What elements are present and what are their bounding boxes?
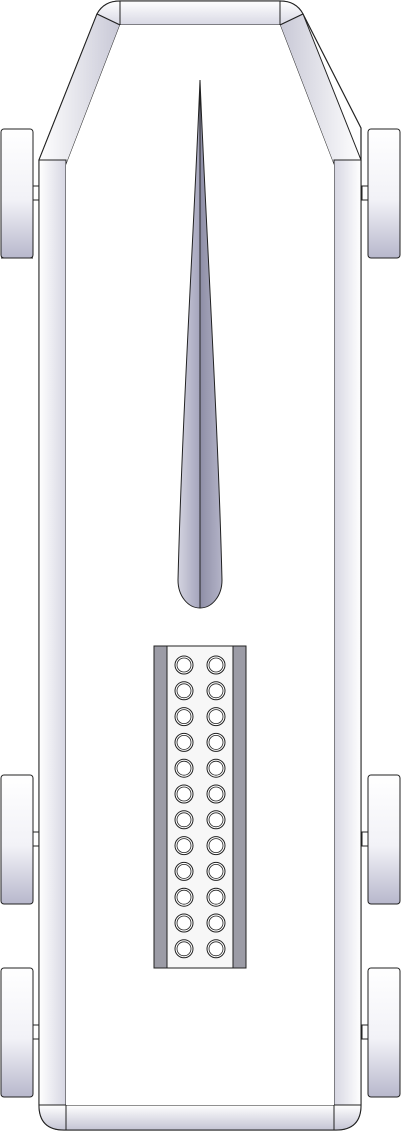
grille-hole-inner-ring	[208, 915, 224, 931]
grille-side-left	[153, 645, 168, 969]
grille-hole-inner-ring	[208, 889, 224, 905]
body-side-right	[333, 159, 362, 1106]
grille-hole	[174, 681, 194, 701]
grille-hole	[206, 861, 226, 881]
center-fin	[177, 79, 223, 609]
grille-hole	[174, 913, 194, 933]
grille-hole-inner-ring	[208, 838, 224, 853]
grille-hole	[206, 784, 226, 804]
grille-hole	[206, 758, 226, 778]
grille-hole	[174, 655, 194, 675]
fin-right-half	[200, 80, 222, 608]
fin-left-half	[178, 80, 200, 608]
grille-hole-inner-ring	[208, 864, 224, 879]
grille-hole	[174, 861, 194, 881]
wheel-rear-right	[361, 967, 401, 1098]
grille-hole	[174, 887, 194, 907]
grille-hole	[206, 913, 226, 933]
grille-hole-inner-ring	[208, 657, 224, 673]
grille-hole-inner-ring	[176, 915, 192, 931]
body-bottom-cap	[65, 1104, 335, 1131]
grille-hole-inner-ring	[176, 709, 192, 724]
body-bottom-corner-right	[333, 1104, 362, 1131]
grille-hole-inner-ring	[176, 683, 192, 699]
grille-hole	[206, 810, 226, 830]
grille-hole	[206, 939, 226, 959]
wheel-mid-left	[0, 774, 40, 905]
grille-hole-inner-ring	[176, 812, 192, 828]
grille-hole	[206, 707, 226, 727]
wheel-rear-left	[0, 967, 40, 1098]
grille-hole-inner-ring	[176, 864, 192, 879]
grille-hole-inner-ring	[176, 786, 192, 802]
grille-hole	[174, 707, 194, 727]
grille-hole	[174, 939, 194, 959]
wheels-group	[0, 128, 401, 1098]
grille-hole	[206, 655, 226, 675]
grille-hole	[174, 732, 194, 752]
body-bottom-corner-left	[38, 1104, 67, 1131]
grille-hole-inner-ring	[176, 735, 192, 750]
grille-panel	[153, 645, 247, 969]
grille-hole	[174, 758, 194, 778]
wheel-mid-right	[361, 774, 401, 905]
grille-hole-inner-ring	[208, 812, 224, 828]
grille-hole	[174, 836, 194, 856]
body-top-cap	[119, 0, 281, 26]
grille-hole	[206, 836, 226, 856]
grille-hole	[206, 681, 226, 701]
grille-hole	[206, 732, 226, 752]
grille-hole-inner-ring	[208, 760, 224, 776]
grille-hole-inner-ring	[208, 941, 224, 957]
grille-hole-inner-ring	[176, 889, 192, 905]
grille-hole	[206, 887, 226, 907]
grille-hole-inner-ring	[208, 786, 224, 802]
body-top-corner-left	[96, 0, 121, 26]
vent-grille	[153, 645, 247, 969]
grille-hole-inner-ring	[176, 657, 192, 673]
grille-hole-inner-ring	[176, 838, 192, 853]
body-side-left	[38, 159, 67, 1106]
grille-hole-inner-ring	[208, 735, 224, 750]
grille-hole-inner-ring	[208, 683, 224, 699]
grille-holes	[174, 655, 226, 959]
grille-hole	[174, 810, 194, 830]
grille-hole	[174, 784, 194, 804]
grille-hole-inner-ring	[176, 941, 192, 957]
grille-hole-inner-ring	[208, 709, 224, 724]
grille-hole-inner-ring	[176, 760, 192, 776]
wheel-front-left	[0, 128, 40, 259]
grille-side-right	[232, 645, 247, 969]
wheel-front-right	[361, 128, 401, 259]
